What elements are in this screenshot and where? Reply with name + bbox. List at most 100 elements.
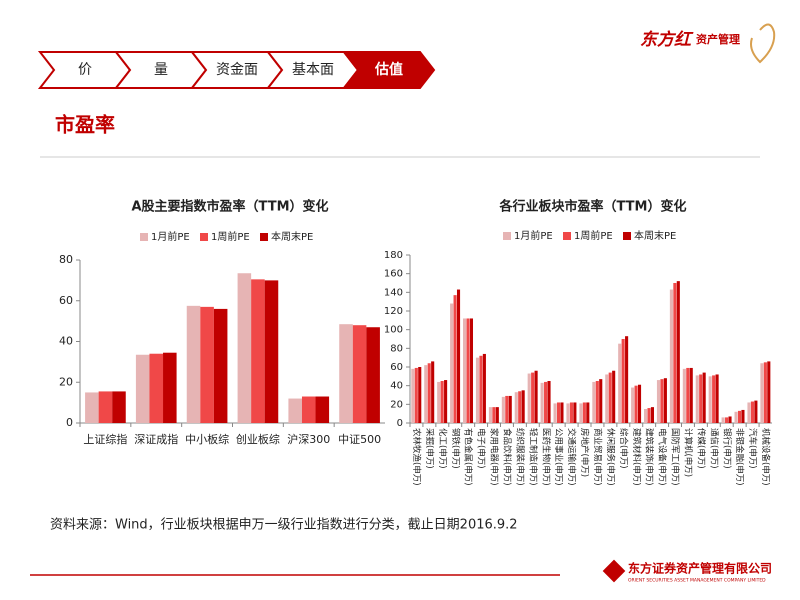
x-tick-label: 钢铁(申万)	[450, 428, 461, 469]
x-tick-label: 中证500	[338, 433, 381, 446]
bar	[673, 283, 677, 423]
bar	[437, 381, 441, 423]
bar	[488, 407, 492, 423]
bar	[505, 395, 509, 423]
logo-english: ORIENT SECURITIES ASSET MANAGEMENT COMPA…	[628, 578, 766, 584]
legend-label: 1月前PE	[151, 230, 190, 243]
x-tick-label: 公用事业(申万)	[553, 428, 564, 486]
legend-swatch	[200, 233, 208, 241]
bar	[414, 367, 418, 423]
bar	[721, 417, 725, 423]
y-tick-label: 120	[384, 306, 403, 317]
bar	[556, 402, 561, 423]
bar	[595, 381, 599, 423]
nav-tab-label: 量	[154, 62, 168, 78]
bar	[479, 355, 483, 423]
bar	[482, 353, 486, 423]
bar	[453, 295, 457, 423]
bar	[135, 354, 150, 423]
bar	[634, 385, 638, 423]
x-tick-label: 轻工制造(申万)	[527, 428, 538, 486]
page-title: 市盈率	[55, 113, 115, 137]
x-tick-label: 房地产(申万)	[579, 428, 590, 477]
x-tick-label: 化工(申万)	[437, 428, 448, 469]
nav-tab[interactable]	[341, 51, 436, 89]
x-tick-label: 有色金属(申万)	[463, 428, 474, 486]
bar	[366, 327, 380, 423]
y-tick-label: 80	[59, 253, 73, 266]
bar	[650, 407, 655, 423]
bar	[85, 392, 99, 423]
bar	[660, 379, 664, 423]
bar	[540, 382, 544, 423]
y-tick-label: 60	[59, 294, 73, 307]
bar	[501, 396, 505, 423]
bar	[531, 372, 535, 423]
x-tick-label: 中小板综	[185, 432, 229, 446]
x-tick-label: 电气设备(申万)	[657, 428, 668, 486]
legend-label: 1月前PE	[514, 229, 553, 242]
bar	[424, 365, 428, 423]
bar	[637, 384, 642, 423]
bar	[466, 318, 470, 423]
bar	[763, 362, 767, 423]
bar	[734, 411, 738, 423]
legend-label: 本周末PE	[271, 230, 313, 243]
bar	[456, 289, 461, 423]
bar	[527, 373, 531, 423]
bar	[608, 372, 612, 423]
x-tick-label: 银行(申万)	[721, 428, 732, 469]
x-tick-label: 传媒(申万)	[695, 428, 706, 469]
bar	[288, 398, 302, 423]
chart-title: 各行业板块市盈率（TTM）变化	[499, 199, 687, 215]
bar	[544, 381, 548, 423]
x-tick-label: 沪深300	[287, 432, 330, 446]
legend-swatch	[563, 232, 571, 240]
x-tick-label: 计算机(申万)	[682, 428, 693, 477]
x-tick-label: 综合(申万)	[618, 428, 629, 469]
x-tick-label: 农林牧渔(申万)	[411, 428, 422, 486]
x-tick-label: 机械设备(申万)	[760, 428, 771, 486]
bar	[663, 378, 667, 423]
bar	[315, 396, 330, 423]
y-tick-label: 100	[384, 325, 403, 336]
x-tick-label: 建筑装饰(申万)	[644, 428, 655, 486]
bar	[566, 403, 570, 423]
bar	[605, 374, 609, 423]
bar	[582, 402, 586, 423]
bar	[737, 410, 742, 423]
bar	[534, 370, 538, 423]
bar	[631, 387, 635, 423]
bar	[669, 289, 673, 423]
y-tick-label: 160	[384, 269, 403, 280]
nav-tab-label: 估值	[374, 61, 403, 78]
bar	[339, 324, 353, 423]
bar	[586, 402, 590, 423]
legend-swatch	[260, 233, 268, 241]
y-tick-label: 40	[390, 381, 403, 392]
bar	[618, 343, 622, 423]
bar	[592, 381, 596, 423]
x-tick-label: 上证综指	[83, 432, 127, 446]
bar	[699, 374, 703, 423]
x-tick-label: 非银金融(申万)	[734, 428, 745, 486]
x-tick-label: 国防军工(申万)	[670, 428, 681, 486]
nav-tab-label: 资金面	[216, 62, 258, 78]
bar	[431, 361, 435, 423]
x-tick-label: 医药生物(申万)	[540, 428, 551, 486]
x-tick-label: 电子(申万)	[476, 428, 487, 469]
bar	[418, 367, 422, 423]
bar	[599, 379, 603, 423]
bar	[767, 361, 771, 423]
legend-label: 1周前PE	[574, 229, 613, 242]
bar	[508, 395, 512, 423]
bar	[682, 368, 686, 423]
logo-brand: 东方红	[640, 30, 694, 50]
bar	[695, 375, 699, 423]
bar	[514, 392, 518, 423]
bar	[427, 363, 431, 423]
bar	[612, 370, 616, 423]
bar	[741, 409, 745, 423]
x-tick-label: 建筑材料(申万)	[631, 428, 642, 486]
